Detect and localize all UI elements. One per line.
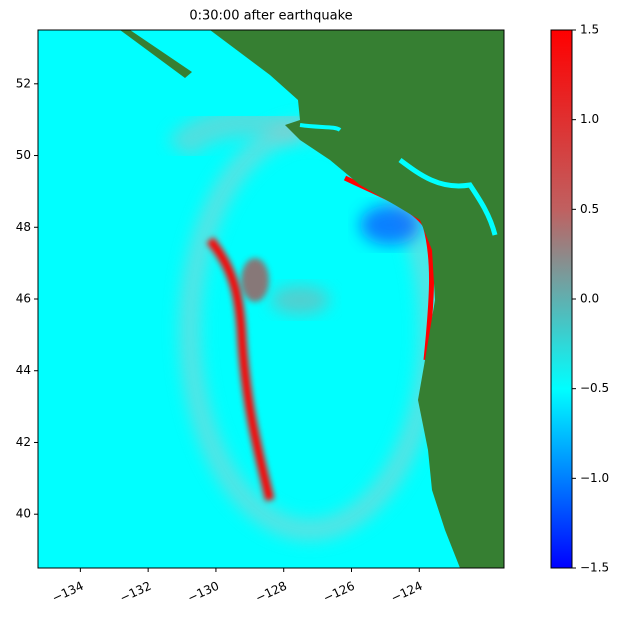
colorbar-tick-label: 0.0	[580, 292, 599, 306]
x-tick-label: −124	[389, 579, 425, 606]
map	[38, 30, 504, 568]
colorbar-tick-label: 1.5	[580, 23, 599, 37]
x-tick-label: −132	[118, 579, 154, 606]
y-tick-label: 40	[16, 507, 31, 521]
y-tick-label: 46	[16, 292, 31, 306]
x-tick-label: −126	[321, 579, 357, 606]
colorbar	[550, 29, 573, 569]
y-tick-label: 48	[16, 220, 31, 234]
y-tick-label: 50	[16, 148, 31, 162]
y-tick-label: 52	[16, 76, 31, 90]
colorbar-tick-label: −1.0	[580, 471, 609, 485]
x-tick-label: −130	[185, 579, 221, 606]
y-tick-label: 44	[16, 363, 31, 377]
chart-title: 0:30:00 after earthquake	[189, 9, 352, 24]
x-tick-label: −128	[253, 579, 289, 606]
trough	[360, 205, 420, 245]
x-tick-label: −134	[50, 579, 86, 606]
strait	[398, 157, 498, 236]
wave-region	[241, 258, 269, 302]
colorbar-tick-label: 1.0	[580, 112, 599, 126]
colorbar-tick-label: −0.5	[580, 381, 609, 395]
wave-region	[270, 285, 330, 315]
strait	[299, 123, 342, 132]
land	[120, 30, 192, 78]
y-tick-label: 42	[16, 435, 31, 449]
colorbar-tick-label: 0.5	[580, 202, 599, 216]
wave-crest	[206, 237, 275, 502]
colorbar-tick-label: −1.5	[580, 561, 609, 575]
land	[210, 30, 504, 568]
